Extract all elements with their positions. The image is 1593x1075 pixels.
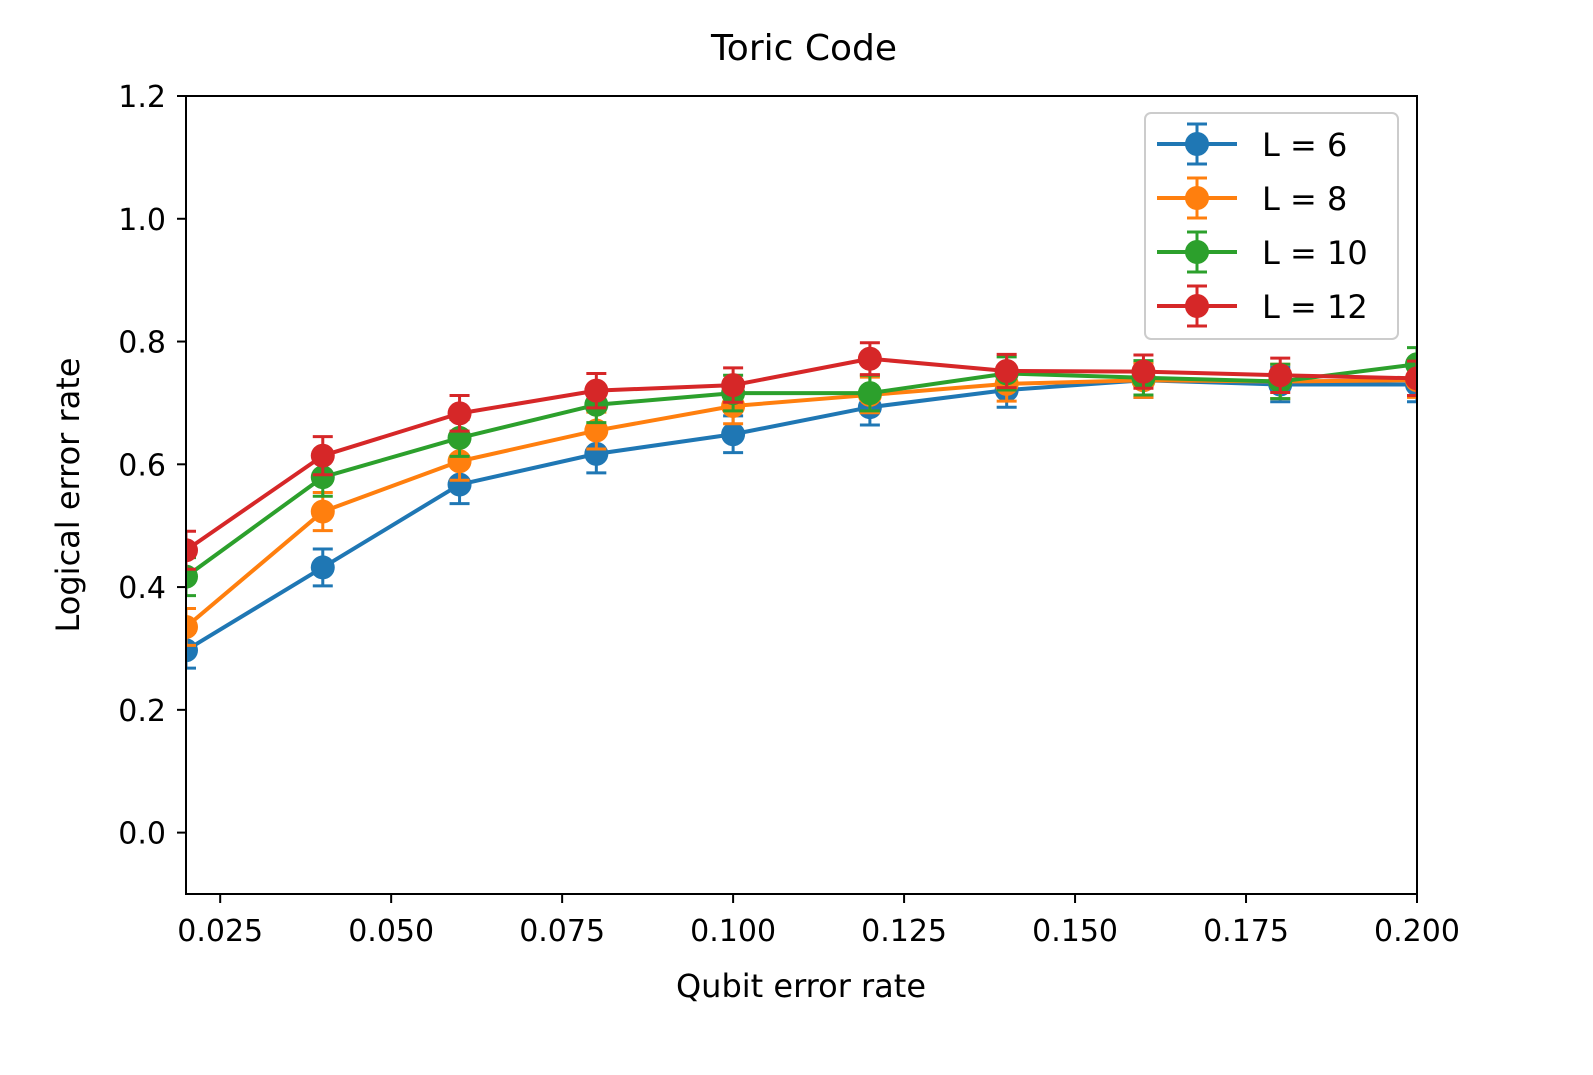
data-point xyxy=(447,401,472,426)
legend-item: L = 12 xyxy=(1157,284,1368,328)
x-tick-label: 0.150 xyxy=(1032,914,1118,949)
y-tick-label: 0.6 xyxy=(118,448,166,483)
data-point xyxy=(994,359,1019,384)
legend-label: L = 8 xyxy=(1262,180,1347,218)
legend-box xyxy=(1144,112,1399,340)
data-point xyxy=(310,465,335,490)
data-point xyxy=(310,443,335,468)
legend-label: L = 12 xyxy=(1262,288,1368,326)
x-axis-label: Qubit error rate xyxy=(676,967,926,1005)
y-tick-label: 0.8 xyxy=(118,326,166,361)
chart-title: Toric Code xyxy=(710,28,897,69)
x-tick-label: 0.100 xyxy=(690,914,776,949)
legend-item: L = 10 xyxy=(1157,230,1368,274)
legend-item: L = 6 xyxy=(1157,122,1347,166)
y-tick-label: 0.0 xyxy=(118,817,166,852)
data-point xyxy=(1131,359,1156,384)
legend-item: L = 8 xyxy=(1157,176,1347,220)
data-point xyxy=(310,499,335,524)
x-tick-label: 0.175 xyxy=(1203,914,1289,949)
series-3 xyxy=(186,341,1417,571)
legend-marker xyxy=(1185,186,1209,210)
data-point xyxy=(310,555,335,580)
series-line xyxy=(186,362,1417,579)
data-point xyxy=(186,538,198,563)
legend-label: L = 10 xyxy=(1262,234,1368,272)
legend-marker xyxy=(1185,132,1209,156)
x-tick-label: 0.050 xyxy=(348,914,434,949)
x-tick-label: 0.125 xyxy=(861,914,947,949)
data-point xyxy=(1268,363,1293,388)
y-tick-label: 0.4 xyxy=(118,571,166,606)
legend-marker xyxy=(1185,294,1209,318)
data-point xyxy=(857,381,882,406)
axis-ticks: 0.025 0.050 0.075 0.100 0.125 0.150 0.175 0.200… xyxy=(118,80,1460,949)
x-tick-label: 0.025 xyxy=(177,914,263,949)
series-line xyxy=(186,356,1417,552)
y-axis-label: Logical error rate xyxy=(49,358,87,633)
y-tick-label: 1.2 xyxy=(118,80,166,115)
data-point xyxy=(721,373,746,398)
x-tick-label: 0.200 xyxy=(1374,914,1460,949)
y-tick-label: 1.0 xyxy=(118,203,166,238)
series-group xyxy=(186,341,1417,670)
data-point xyxy=(584,418,609,443)
data-point xyxy=(721,422,746,447)
plot-frame xyxy=(185,95,1418,895)
data-point xyxy=(1405,366,1417,391)
data-point xyxy=(447,472,472,497)
legend-label: L = 6 xyxy=(1262,126,1347,164)
legend: L = 6 L = 8 L = 10 L = 12 xyxy=(1144,112,1399,340)
legend-marker xyxy=(1185,240,1209,264)
data-point xyxy=(857,346,882,371)
data-point xyxy=(584,378,609,403)
x-tick-label: 0.075 xyxy=(519,914,605,949)
y-tick-label: 0.2 xyxy=(118,694,166,729)
data-point xyxy=(186,614,198,639)
